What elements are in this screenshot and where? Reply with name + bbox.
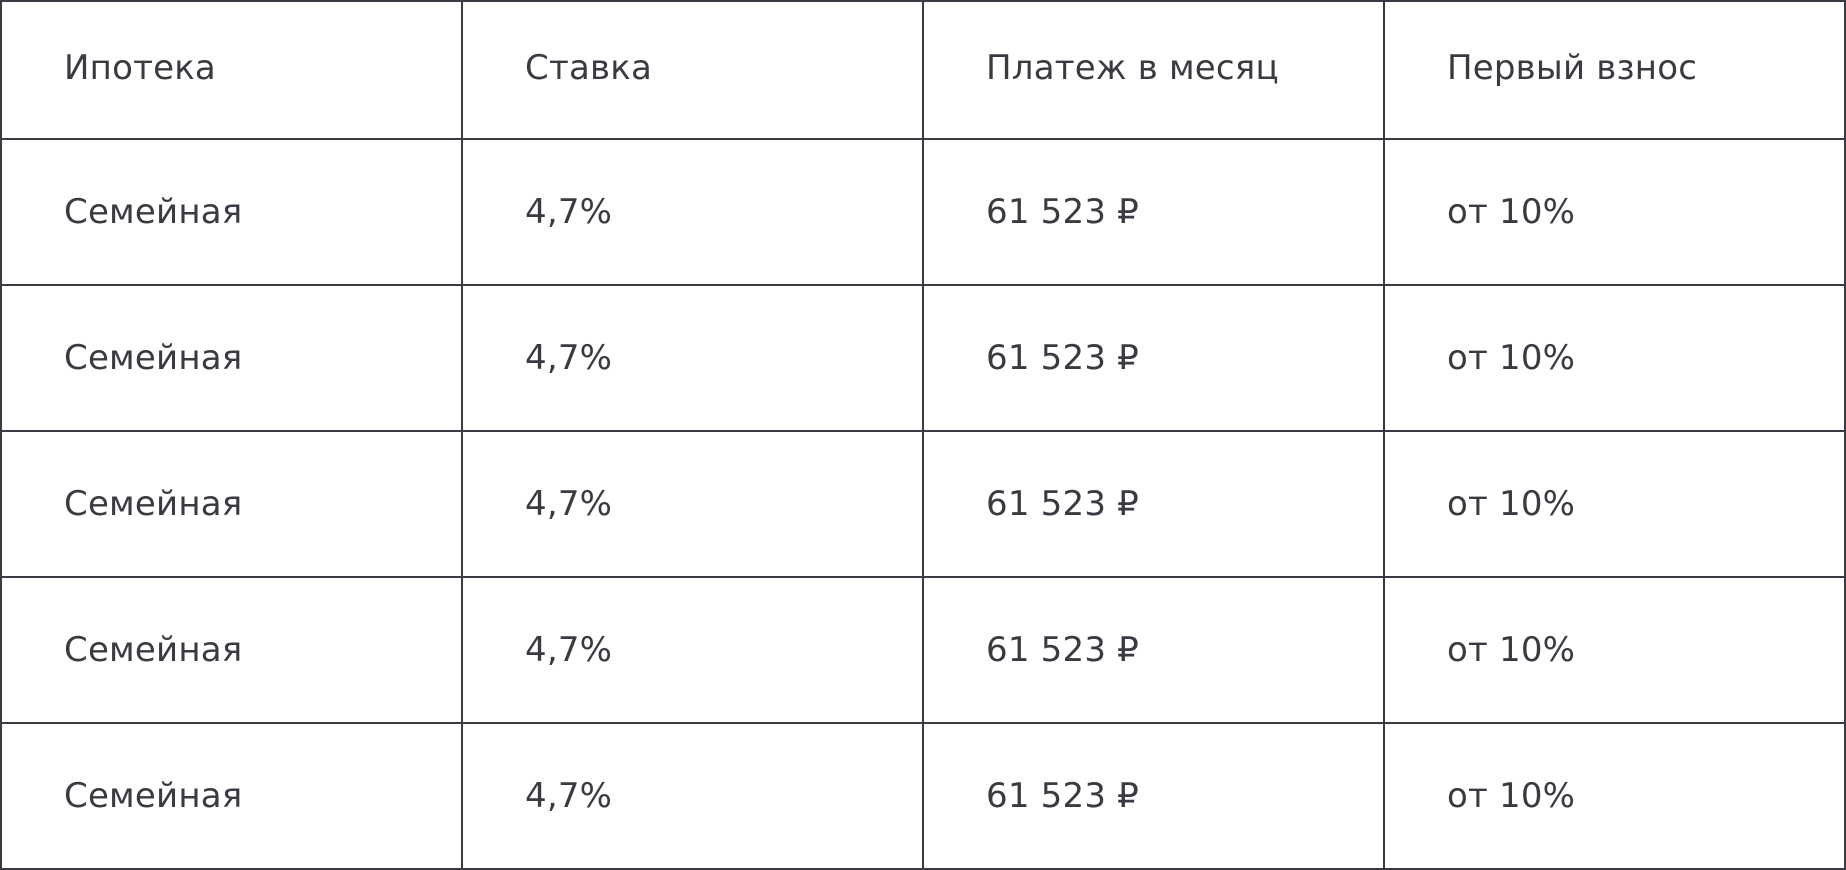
cell-rate: 4,7% <box>463 432 924 578</box>
column-header-down-payment: Первый взнос <box>1385 2 1844 140</box>
cell-rate: 4,7% <box>463 286 924 432</box>
cell-monthly-payment: 61 523 ₽ <box>924 140 1385 286</box>
cell-rate: 4,7% <box>463 724 924 868</box>
cell-monthly-payment: 61 523 ₽ <box>924 578 1385 724</box>
cell-down-payment: от 10% <box>1385 578 1844 724</box>
cell-down-payment: от 10% <box>1385 432 1844 578</box>
cell-rate: 4,7% <box>463 140 924 286</box>
cell-down-payment: от 10% <box>1385 140 1844 286</box>
cell-rate: 4,7% <box>463 578 924 724</box>
cell-mortgage-type: Семейная <box>2 724 463 868</box>
cell-monthly-payment: 61 523 ₽ <box>924 724 1385 868</box>
cell-mortgage-type: Семейная <box>2 140 463 286</box>
column-header-mortgage: Ипотека <box>2 2 463 140</box>
cell-mortgage-type: Семейная <box>2 578 463 724</box>
column-header-rate: Ставка <box>463 2 924 140</box>
cell-down-payment: от 10% <box>1385 286 1844 432</box>
cell-monthly-payment: 61 523 ₽ <box>924 286 1385 432</box>
cell-mortgage-type: Семейная <box>2 286 463 432</box>
cell-monthly-payment: 61 523 ₽ <box>924 432 1385 578</box>
column-header-monthly-payment: Платеж в месяц <box>924 2 1385 140</box>
cell-mortgage-type: Семейная <box>2 432 463 578</box>
cell-down-payment: от 10% <box>1447 776 1576 816</box>
